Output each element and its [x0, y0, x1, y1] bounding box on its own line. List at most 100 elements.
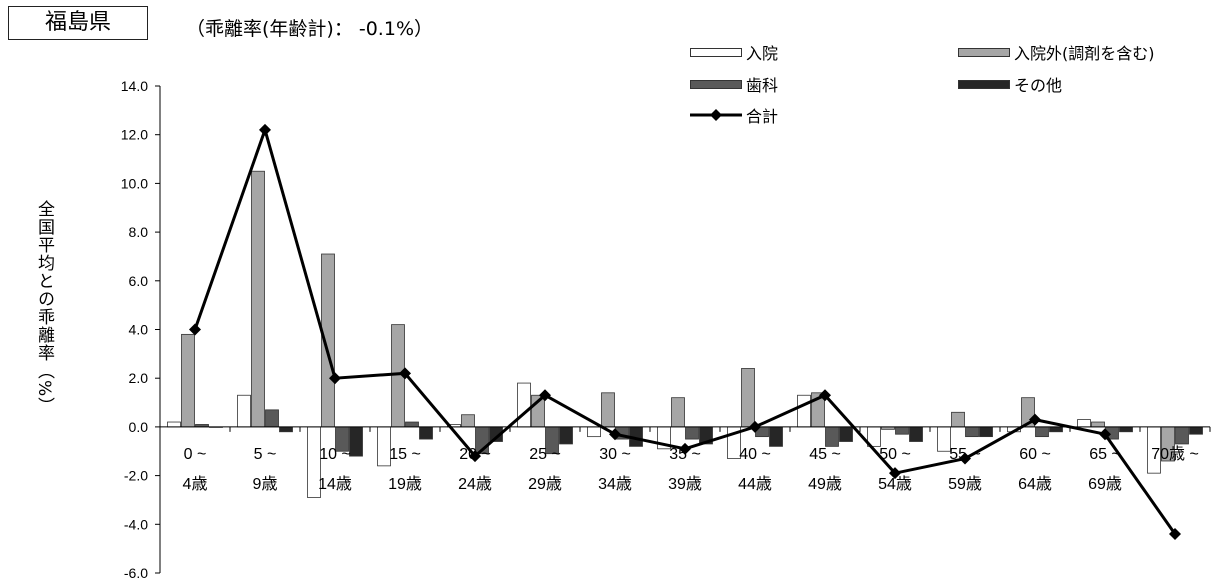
- y-tick-label: 2.0: [129, 370, 149, 386]
- x-tick-label: 60 ~: [1019, 446, 1051, 463]
- bar-sonota: [1119, 426, 1133, 433]
- legend-item-shika: 歯科: [690, 72, 778, 96]
- x-tick-label: 54歳: [878, 475, 912, 493]
- bar-shika: [405, 421, 419, 428]
- legend-label-sonota: その他: [1014, 76, 1063, 95]
- legend-swatch-nyuingai: [958, 47, 1010, 57]
- x-tick-label: 10 ~: [319, 446, 351, 463]
- x-tick-label: 44歳: [738, 475, 772, 493]
- x-tick-label: 45 ~: [809, 446, 841, 463]
- y-tick-label: -6.0: [124, 565, 148, 581]
- x-tick-label: 39歳: [668, 475, 702, 493]
- bar-sonota: [279, 426, 293, 433]
- point-total: [399, 367, 411, 380]
- bar-sonota: [909, 426, 923, 442]
- point-total: [329, 372, 341, 385]
- bar-nyuingai: [251, 170, 265, 428]
- legend-item-nyuingai: 入院外(調剤を含む): [958, 40, 1155, 64]
- y-tick-label: 10.0: [121, 175, 148, 191]
- x-tick-label: 65 ~: [1089, 446, 1121, 463]
- y-tick-label: 14.0: [121, 78, 148, 94]
- x-tick-label: 24歳: [458, 475, 492, 493]
- bar-sonota: [1189, 426, 1203, 435]
- x-tick-label: 69歳: [1088, 475, 1122, 493]
- bar-nyuingai: [1091, 421, 1105, 428]
- x-tick-label: 34歳: [598, 475, 632, 493]
- legend-item-nyuin: 入院: [690, 40, 778, 64]
- bar-nyuin: [167, 421, 181, 428]
- bar-sonota: [349, 426, 363, 457]
- point-total: [259, 123, 271, 136]
- legend-swatch-sonota: [958, 79, 1010, 89]
- bar-nyuingai: [181, 333, 195, 428]
- x-tick-label: 5 ~: [254, 446, 277, 463]
- legend-swatch-nyuin: [690, 47, 742, 57]
- bar-sonota: [559, 426, 573, 445]
- legend-label-nyuingai: 入院外(調剤を含む): [1014, 44, 1155, 63]
- legend-swatch-total: [690, 109, 742, 121]
- bar-shika: [1035, 426, 1049, 438]
- legend-label-nyuin: 入院: [746, 44, 779, 63]
- series-line-total: [193, 124, 1177, 535]
- bar-sonota: [979, 426, 993, 438]
- bar-nyuin: [1077, 419, 1091, 428]
- chart-subtitle: （乖離率(年齢計)： -0.1%）: [186, 18, 433, 40]
- legend-swatch-shika: [690, 79, 742, 89]
- bar-nyuingai: [601, 392, 615, 428]
- point-total: [1099, 428, 1111, 441]
- bar-shika: [825, 426, 839, 447]
- x-tick-label: 40 ~: [739, 446, 771, 463]
- prefecture-label-box: 福島県: [8, 6, 148, 40]
- y-tick-label: 6.0: [129, 273, 149, 289]
- x-tick-label: 19歳: [388, 475, 422, 493]
- prefecture-name: 福島県: [44, 10, 111, 35]
- bar-shika: [1175, 426, 1189, 445]
- bar-nyuin: [797, 394, 811, 428]
- y-tick-label: -4.0: [124, 516, 148, 532]
- bar-nyuin: [517, 382, 531, 428]
- y-tick-label: -2.0: [124, 468, 148, 484]
- bar-nyuin: [237, 394, 251, 428]
- bar-sonota: [419, 426, 433, 440]
- y-tick-label: 4.0: [129, 322, 149, 338]
- legend-item-total: 合計: [690, 103, 778, 127]
- bar-shika: [265, 409, 279, 428]
- bar-sonota: [839, 426, 853, 442]
- bar-sonota: [1049, 426, 1063, 433]
- bar-nyuingai: [461, 414, 475, 428]
- x-tick-label: 50 ~: [879, 446, 911, 463]
- bar-shika: [965, 426, 979, 438]
- x-tick-label: 29歳: [528, 475, 562, 493]
- legend-label-total: 合計: [746, 107, 779, 126]
- bar-nyuin: [587, 426, 601, 438]
- bar-nyuingai: [951, 411, 965, 428]
- point-total: [819, 389, 831, 402]
- bar-shika: [895, 426, 909, 435]
- x-tick-label: 25 ~: [529, 446, 561, 463]
- y-axis-label: 全国平均との乖離率（%）: [34, 200, 54, 416]
- x-tick-label: 0 ~: [184, 446, 207, 463]
- x-tick-label: 15 ~: [389, 446, 421, 463]
- point-total: [889, 467, 901, 480]
- bar-sonota: [769, 426, 783, 447]
- legend-label-shika: 歯科: [746, 76, 779, 95]
- legend-item-sonota: その他: [958, 72, 1062, 96]
- point-total: [959, 452, 971, 465]
- x-tick-label: 4歳: [183, 475, 208, 493]
- x-tick-label: 49歳: [808, 475, 842, 493]
- x-tick-label: 30 ~: [599, 446, 631, 463]
- point-total: [749, 420, 761, 433]
- x-tick-label: 9歳: [253, 475, 278, 493]
- x-tick-label: 70歳 ~: [1151, 445, 1199, 463]
- x-tick-label: 64歳: [1018, 475, 1052, 493]
- x-tick-label: 59歳: [948, 475, 982, 493]
- point-total: [469, 450, 481, 463]
- y-tick-label: 12.0: [121, 127, 148, 143]
- bar-nyuingai: [741, 368, 755, 428]
- point-total: [539, 389, 551, 402]
- point-total: [1169, 528, 1181, 541]
- y-tick-label: 8.0: [129, 224, 149, 240]
- x-tick-label: 14歳: [318, 475, 352, 493]
- bar-shika: [685, 426, 699, 440]
